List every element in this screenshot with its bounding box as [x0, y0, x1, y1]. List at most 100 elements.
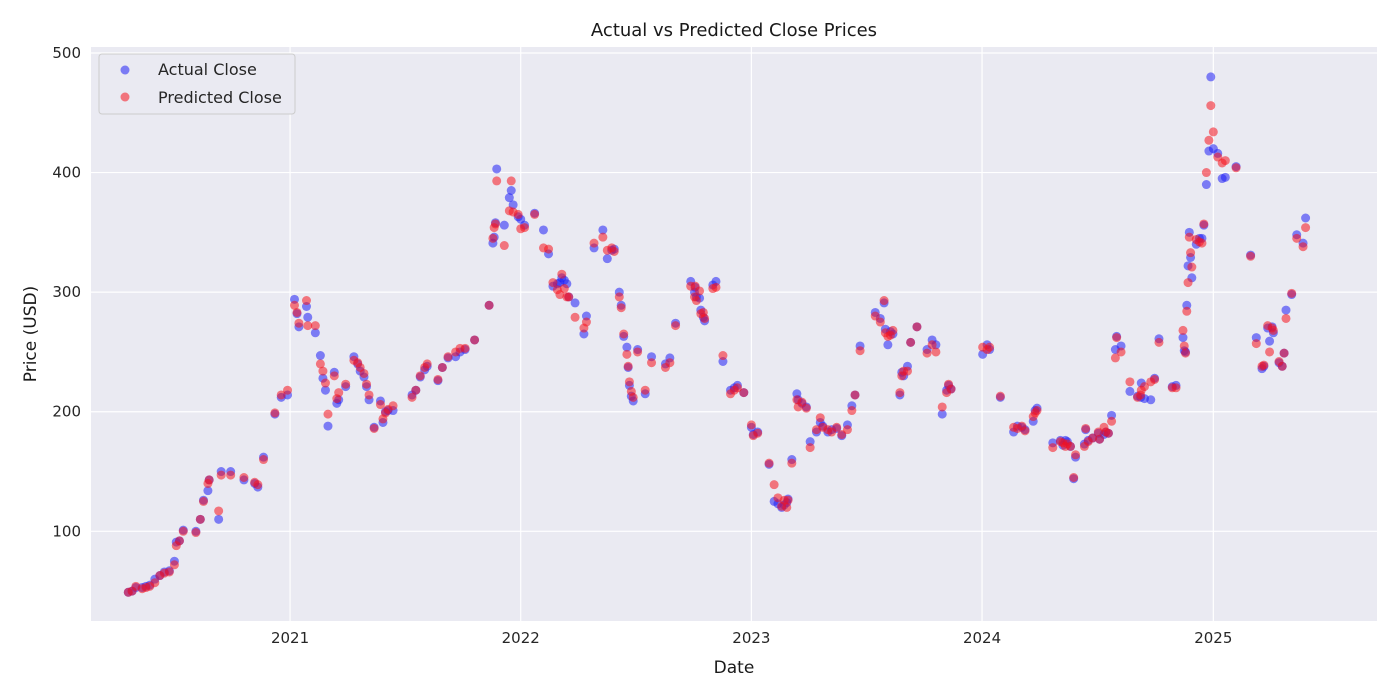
- predicted-close-point: [739, 388, 749, 398]
- predicted-close-point: [548, 278, 558, 288]
- predicted-close-point: [1088, 433, 1098, 443]
- predicted-close-point: [292, 307, 302, 317]
- predicted-close-point: [912, 322, 922, 332]
- data-points: [123, 72, 1311, 597]
- predicted-close-point: [506, 176, 516, 186]
- predicted-close-point: [1171, 383, 1181, 393]
- predicted-close-point: [1048, 443, 1058, 453]
- predicted-close-point: [609, 246, 619, 256]
- predicted-close-point: [1277, 361, 1287, 371]
- predicted-close-point: [557, 269, 567, 279]
- predicted-close-point: [1181, 348, 1191, 358]
- predicted-close-point: [214, 506, 224, 516]
- x-tick-label: 2025: [1194, 629, 1232, 647]
- y-tick-label: 200: [52, 403, 81, 421]
- predicted-close-point: [320, 378, 330, 388]
- predicted-close-point: [801, 403, 811, 413]
- predicted-close-point: [589, 238, 599, 248]
- predicted-close-point: [665, 358, 675, 368]
- predicted-close-point: [303, 321, 313, 331]
- predicted-close-point: [1279, 348, 1289, 358]
- predicted-close-point: [169, 560, 179, 570]
- predicted-close-point: [443, 352, 453, 362]
- predicted-close-point: [616, 303, 626, 313]
- predicted-close-point: [1107, 416, 1117, 426]
- predicted-close-point: [1081, 423, 1091, 433]
- actual-close-point: [506, 186, 516, 195]
- predicted-close-point: [226, 470, 236, 480]
- predicted-close-point: [334, 388, 344, 398]
- predicted-close-point: [191, 528, 201, 538]
- predicted-close-point: [931, 347, 941, 357]
- actual-close-point: [499, 220, 509, 230]
- x-tick-labels: 2021 2022 2023 2024 2025: [271, 629, 1232, 647]
- predicted-close-point: [700, 313, 710, 323]
- predicted-close-point: [564, 292, 574, 302]
- predicted-close-point: [433, 374, 443, 384]
- legend-marker-actual: [120, 65, 130, 75]
- actual-close-point: [883, 340, 893, 350]
- predicted-close-point: [922, 348, 932, 358]
- predicted-close-point: [544, 244, 554, 254]
- predicted-close-point: [198, 496, 208, 506]
- predicted-close-point: [769, 480, 779, 490]
- predicted-close-point: [1199, 219, 1209, 229]
- predicted-close-point: [815, 413, 825, 423]
- predicted-close-point: [985, 342, 995, 352]
- predicted-close-point: [624, 377, 634, 387]
- predicted-close-point: [1110, 353, 1120, 363]
- predicted-close-point: [1187, 262, 1197, 272]
- predicted-close-point: [411, 385, 421, 395]
- predicted-close-point: [1020, 426, 1030, 436]
- predicted-close-point: [490, 219, 500, 229]
- predicted-close-point: [764, 458, 774, 468]
- y-tick-labels: 100 200 300 400 500: [52, 44, 81, 540]
- predicted-close-point: [832, 422, 842, 432]
- predicted-close-point: [842, 425, 852, 435]
- actual-close-point: [492, 164, 502, 174]
- predicted-close-point: [850, 390, 860, 400]
- predicted-close-point: [289, 300, 299, 310]
- predicted-close-point: [362, 379, 372, 389]
- predicted-close-point: [1265, 347, 1275, 357]
- predicted-close-point: [513, 209, 523, 219]
- actual-close-point: [303, 312, 313, 322]
- predicted-close-point: [499, 241, 509, 251]
- predicted-close-point: [581, 317, 591, 327]
- predicted-close-point: [1301, 223, 1311, 233]
- predicted-close-point: [628, 392, 638, 402]
- predicted-close-point: [711, 282, 721, 292]
- legend-label-predicted: Predicted Close: [158, 88, 282, 107]
- predicted-close-point: [270, 408, 280, 418]
- actual-close-point: [570, 298, 580, 308]
- y-tick-label: 400: [52, 164, 81, 182]
- predicted-close-point: [259, 455, 269, 465]
- predicted-close-point: [388, 401, 398, 411]
- predicted-close-point: [1150, 374, 1160, 384]
- predicted-close-point: [276, 390, 286, 400]
- predicted-close-point: [718, 351, 728, 361]
- predicted-close-point: [1125, 377, 1135, 387]
- x-axis-label: Date: [714, 658, 755, 678]
- actual-close-point: [504, 193, 514, 203]
- legend: Actual Close Predicted Close: [98, 53, 296, 115]
- predicted-close-point: [1103, 428, 1113, 438]
- predicted-close-point: [1183, 278, 1193, 288]
- predicted-close-point: [622, 349, 632, 359]
- predicted-close-point: [294, 318, 304, 328]
- actual-close-point: [320, 385, 330, 395]
- predicted-close-point: [1071, 450, 1081, 460]
- predicted-close-point: [369, 423, 379, 433]
- actual-close-point: [1220, 172, 1230, 182]
- predicted-close-point: [364, 390, 374, 400]
- predicted-close-point: [805, 443, 815, 453]
- predicted-close-point: [323, 409, 333, 419]
- predicted-close-point: [783, 495, 793, 505]
- predicted-close-point: [870, 311, 880, 321]
- predicted-close-point: [875, 317, 885, 327]
- actual-close-point: [214, 514, 224, 524]
- actual-close-point: [315, 351, 325, 361]
- predicted-close-point: [1231, 163, 1241, 173]
- actual-close-point: [598, 225, 608, 235]
- predicted-close-point: [598, 232, 608, 242]
